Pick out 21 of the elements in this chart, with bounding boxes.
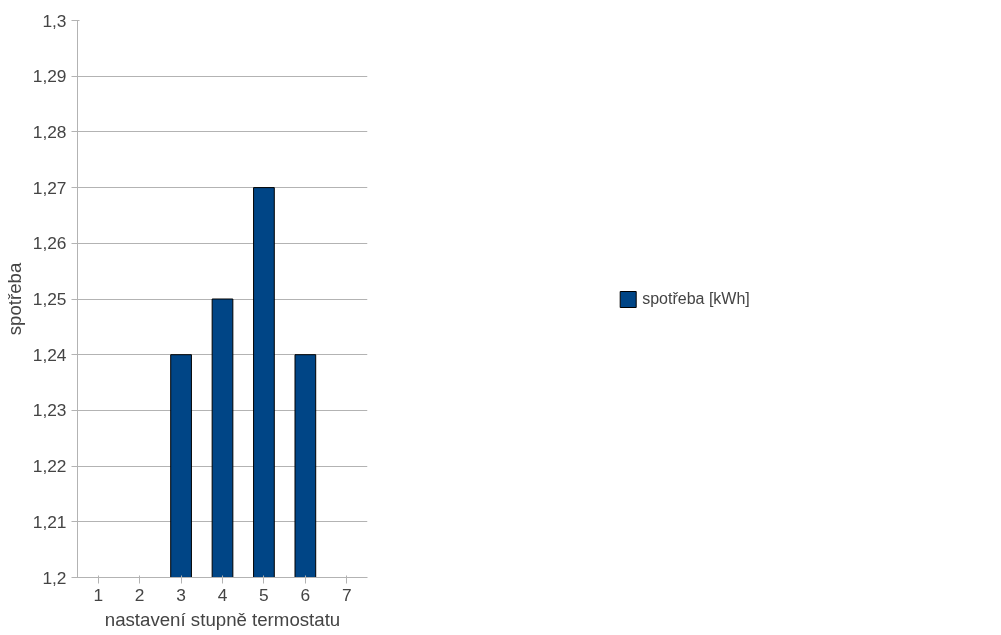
y-tick-label: 1,28 <box>32 121 67 142</box>
legend-label: spotřeba [kWh] <box>642 289 750 308</box>
y-axis-title: spotřeba <box>3 262 25 336</box>
y-tick-label: 1,3 <box>42 10 67 31</box>
x-tick-label: 5 <box>259 584 269 605</box>
y-tick-label: 1,25 <box>32 289 67 309</box>
x-tick-label: 1 <box>93 584 104 605</box>
x-tick-label: 2 <box>134 584 145 605</box>
y-tick-label: 1,27 <box>32 177 67 198</box>
y-tick-label: 1,26 <box>32 233 67 254</box>
y-tick-label: 1,23 <box>32 400 67 421</box>
y-tick-label: 1,2 <box>42 567 67 588</box>
x-tick-label: 7 <box>341 584 352 605</box>
x-axis-title: nastavení stupně termostatu <box>104 608 341 630</box>
x-tick-label: 3 <box>176 584 186 605</box>
x-tick-label: 4 <box>217 584 228 605</box>
y-tick-label: 1,21 <box>32 511 67 532</box>
x-tick-label: 6 <box>300 584 311 605</box>
y-tick-label: 1,22 <box>32 456 67 477</box>
y-tick-label: 1,24 <box>32 344 67 365</box>
y-tick-label: 1,29 <box>32 66 67 87</box>
